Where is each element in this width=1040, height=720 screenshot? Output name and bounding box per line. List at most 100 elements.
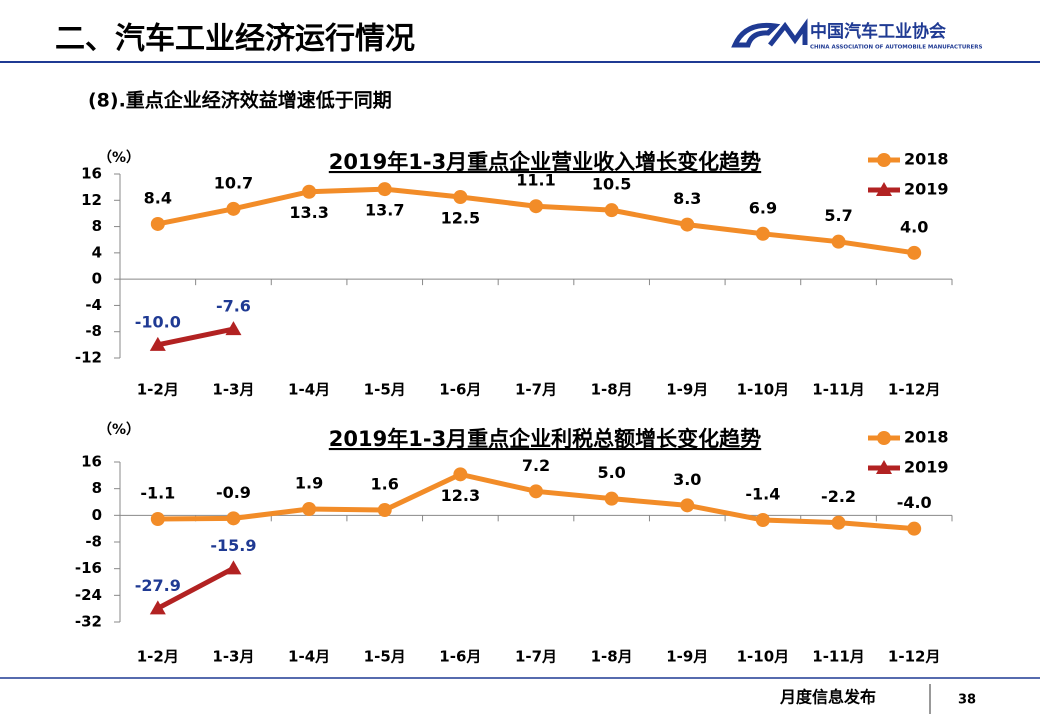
x-tick-label: 1-3月 — [212, 648, 254, 666]
data-label: -7.6 — [216, 297, 251, 316]
data-label: 3.0 — [673, 470, 701, 489]
x-tick-label: 1-7月 — [515, 648, 557, 666]
data-label: 13.7 — [365, 201, 404, 220]
point-marker — [302, 502, 317, 516]
point-marker — [225, 321, 242, 336]
data-label: -1.1 — [140, 484, 175, 503]
data-label: 10.7 — [214, 173, 253, 192]
logo-name: 中国汽车工业协会 — [810, 21, 946, 42]
point-marker — [604, 203, 619, 218]
legend-marker — [876, 182, 892, 196]
x-tick-label: 1-6月 — [439, 648, 481, 666]
data-label: 7.2 — [522, 456, 550, 475]
y-tick-label: -24 — [75, 586, 102, 604]
data-label: -2.2 — [821, 487, 856, 506]
point-marker — [149, 336, 166, 351]
point-marker — [377, 503, 392, 517]
legend-marker — [877, 153, 891, 167]
data-label: 11.1 — [516, 171, 555, 190]
x-tick-label: 1-8月 — [591, 648, 633, 666]
y-axis-label: （%） — [98, 150, 140, 166]
y-tick-label: -12 — [75, 349, 102, 367]
x-tick-label: 1-3月 — [212, 381, 254, 399]
data-label: -27.9 — [135, 576, 181, 595]
x-tick-label: 1-10月 — [737, 648, 790, 666]
y-tick-label: 8 — [92, 479, 102, 497]
y-tick-label: 8 — [92, 217, 102, 235]
x-tick-label: 1-12月 — [888, 381, 941, 399]
data-label: -4.0 — [897, 493, 932, 512]
point-marker — [377, 182, 392, 197]
point-marker — [150, 216, 165, 231]
series-line — [157, 326, 234, 348]
x-tick-label: 1-8月 — [591, 381, 633, 399]
x-tick-label: 1-9月 — [666, 648, 708, 666]
x-tick-label: 1-9月 — [666, 381, 708, 399]
point-marker — [226, 511, 241, 526]
point-marker — [907, 245, 922, 260]
y-tick-label: 0 — [92, 506, 102, 524]
data-label: 12.5 — [441, 209, 480, 228]
x-tick-label: 1-2月 — [137, 381, 179, 399]
slide-subtitle: (8).重点企业经济效益增速低于同期 — [88, 89, 392, 112]
point-marker — [907, 521, 922, 536]
point-marker — [149, 600, 166, 615]
y-tick-label: 16 — [81, 453, 102, 471]
point-marker — [529, 484, 543, 499]
x-tick-label: 1-10月 — [737, 381, 790, 399]
legend-label: 2018 — [904, 428, 949, 447]
data-label: 6.9 — [749, 198, 777, 217]
slide-title: 二、汽车工业经济运行情况 — [55, 22, 415, 57]
y-tick-label: 4 — [92, 243, 102, 261]
point-marker — [453, 190, 468, 204]
x-tick-label: 1-11月 — [812, 381, 865, 399]
x-tick-label: 1-5月 — [364, 648, 406, 666]
y-tick-label: -4 — [85, 296, 102, 314]
legend-label: 2019 — [904, 458, 949, 477]
legend-marker — [876, 460, 892, 474]
y-tick-label: 12 — [81, 191, 102, 209]
chart-title: 2019年1-3月重点企业营业收入增长变化趋势 — [329, 150, 761, 174]
point-marker — [604, 491, 619, 506]
y-axis-label: （%） — [98, 422, 140, 438]
x-tick-label: 1-11月 — [812, 648, 865, 666]
y-tick-label: -8 — [85, 533, 102, 551]
x-tick-label: 1-5月 — [364, 381, 406, 399]
x-tick-label: 1-4月 — [288, 648, 330, 666]
point-marker — [150, 512, 165, 526]
logo-mark — [731, 18, 808, 48]
point-marker — [680, 217, 695, 232]
x-tick-label: 1-6月 — [439, 381, 481, 399]
data-label: 1.9 — [295, 474, 323, 493]
data-label: 1.6 — [371, 475, 399, 494]
point-marker — [453, 467, 468, 482]
point-marker — [831, 234, 846, 249]
data-label: 8.3 — [673, 189, 701, 208]
data-label: 13.3 — [289, 203, 328, 222]
legend-label: 2018 — [904, 150, 949, 169]
page-number: 38 — [958, 693, 976, 708]
data-label: 8.4 — [144, 188, 172, 207]
point-marker — [831, 515, 846, 530]
point-marker — [680, 498, 695, 513]
y-tick-label: -8 — [85, 322, 102, 340]
data-label: 10.5 — [592, 175, 631, 194]
x-tick-label: 1-12月 — [888, 648, 941, 666]
y-tick-label: -16 — [75, 559, 102, 577]
point-marker — [529, 199, 543, 214]
series-line — [157, 186, 915, 256]
data-label: 4.0 — [900, 217, 928, 236]
footer-text: 月度信息发布 — [779, 688, 876, 707]
data-label: 12.3 — [441, 486, 480, 505]
y-tick-label: -32 — [75, 613, 102, 631]
legend-marker — [877, 431, 891, 445]
logo-english: CHINA ASSOCIATION OF AUTOMOBILE MANUFACT… — [810, 45, 983, 51]
data-label: -15.9 — [210, 536, 256, 555]
data-label: -1.4 — [745, 485, 780, 504]
x-tick-label: 1-7月 — [515, 381, 557, 399]
data-label: -0.9 — [216, 483, 251, 502]
chart-title: 2019年1-3月重点企业利税总额增长变化趋势 — [329, 427, 761, 451]
y-tick-label: 0 — [92, 270, 102, 288]
x-tick-label: 1-2月 — [137, 648, 179, 666]
x-tick-label: 1-4月 — [288, 381, 330, 399]
